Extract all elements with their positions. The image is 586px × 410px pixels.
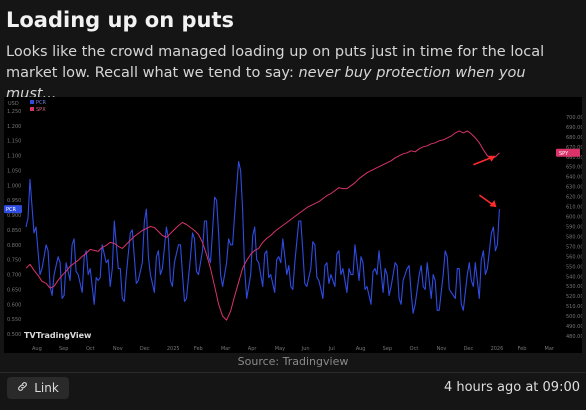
right-tick-label: 480.00 <box>566 334 582 340</box>
left-tick-label: 0.700 <box>7 273 21 279</box>
right-tick-label: 560.00 <box>566 254 582 260</box>
right-tick-label: 650.00 <box>566 165 582 171</box>
left-tick-label: 0.800 <box>7 243 21 249</box>
post-description: Looks like the crowd managed loading up … <box>6 42 580 105</box>
spx-vs-put-call-chart: 1.250 1.200 1.150 1.100 1.050 1.000 0.950 0.900… <box>4 97 582 353</box>
x-tick-label: Apr <box>248 346 258 352</box>
x-tick-label: Dec <box>464 346 474 352</box>
left-tick-label: 0.900 <box>7 213 21 219</box>
right-tick-label: 540.00 <box>566 274 582 280</box>
x-tick-label: May <box>275 346 285 352</box>
legend-spx: SPX <box>36 107 46 113</box>
x-tick-label: Sep <box>383 346 392 352</box>
x-tick-label: Mar <box>545 346 555 352</box>
x-tick-label: Oct <box>410 346 419 352</box>
link-icon <box>17 381 28 395</box>
tradingview-logo: TV TradingView <box>24 331 92 340</box>
footer-divider <box>0 372 586 373</box>
left-tick-label: 1.150 <box>7 139 21 145</box>
chart-panel: 1.250 1.200 1.150 1.100 1.050 1.000 0.950 0.900… <box>4 97 582 353</box>
left-tick-label: 0.600 <box>7 302 21 308</box>
x-tick-label: Jun <box>301 346 310 352</box>
right-tick-label: 610.00 <box>566 205 582 211</box>
link-button[interactable]: Link <box>7 377 69 399</box>
right-tick-label: 590.00 <box>566 224 582 230</box>
right-tick-label: 530.00 <box>566 284 582 290</box>
right-tick-label: 550.00 <box>566 264 582 270</box>
left-tick-label: 1.000 <box>7 183 21 189</box>
left-tick-label: 0.650 <box>7 287 21 293</box>
tradingview-logo-mark: TV <box>24 331 36 340</box>
right-axis-ticks: 700.00690.00680.00670.00660.00650.00640.… <box>566 115 582 340</box>
left-tick-label: 1.200 <box>7 124 21 130</box>
left-tick-label: 0.550 <box>7 317 21 323</box>
x-tick-label: 2025 <box>167 346 180 352</box>
left-tick-label: 1.050 <box>7 168 21 174</box>
x-tick-label: Nov <box>437 346 447 352</box>
tradingview-watermark: TradingView <box>36 331 92 340</box>
x-tick-label: Feb <box>194 346 203 352</box>
left-tick-label: 0.850 <box>7 228 21 234</box>
right-tick-label: 580.00 <box>566 234 582 240</box>
right-tick-label: 600.00 <box>566 215 582 221</box>
x-tick-label: Sep <box>59 346 68 352</box>
x-tick-label: Nov <box>113 346 123 352</box>
right-tick-label: 570.00 <box>566 244 582 250</box>
right-tick-label: 640.00 <box>566 175 582 181</box>
right-tick-label: 690.00 <box>566 125 582 131</box>
x-tick-label: 2026 <box>491 346 504 352</box>
x-tick-label: Dec <box>140 346 150 352</box>
link-label: Link <box>34 381 59 395</box>
left-tick-label: 0.750 <box>7 258 21 264</box>
left-tick-label: 0.500 <box>7 332 21 338</box>
x-tick-label: Mar <box>221 346 231 352</box>
legend-swatch-ratio <box>30 100 34 104</box>
right-tick-label: 520.00 <box>566 294 582 300</box>
right-tick-label: 620.00 <box>566 195 582 201</box>
x-tick-label: Jul <box>328 346 335 352</box>
right-tick-label: 630.00 <box>566 185 582 191</box>
ratio-last-value-text: PCR <box>6 207 17 213</box>
legend-swatch-spx <box>30 107 34 111</box>
legend-ratio: PCR <box>36 100 47 106</box>
post-timestamp: 4 hours ago at 09:00 <box>444 380 580 395</box>
x-tick-label: Oct <box>86 346 95 352</box>
right-tick-label: 700.00 <box>566 115 582 121</box>
left-tick-label: 1.250 <box>7 109 21 115</box>
currency-label: USD <box>8 101 19 107</box>
right-tick-label: 490.00 <box>566 324 582 330</box>
x-tick-label: Feb <box>518 346 527 352</box>
chart-source: Source: Tradingview <box>0 355 586 368</box>
post-title: Loading up on puts <box>6 8 234 32</box>
right-tick-label: 500.00 <box>566 314 582 320</box>
right-tick-label: 510.00 <box>566 304 582 310</box>
chart-background <box>4 97 582 353</box>
right-tick-label: 680.00 <box>566 135 582 141</box>
left-tick-label: 1.100 <box>7 154 21 160</box>
spx-last-value-text: SPY <box>559 151 569 157</box>
x-tick-label: Aug <box>32 346 42 352</box>
left-tick-label: 0.950 <box>7 198 21 204</box>
x-tick-label: Aug <box>356 346 366 352</box>
